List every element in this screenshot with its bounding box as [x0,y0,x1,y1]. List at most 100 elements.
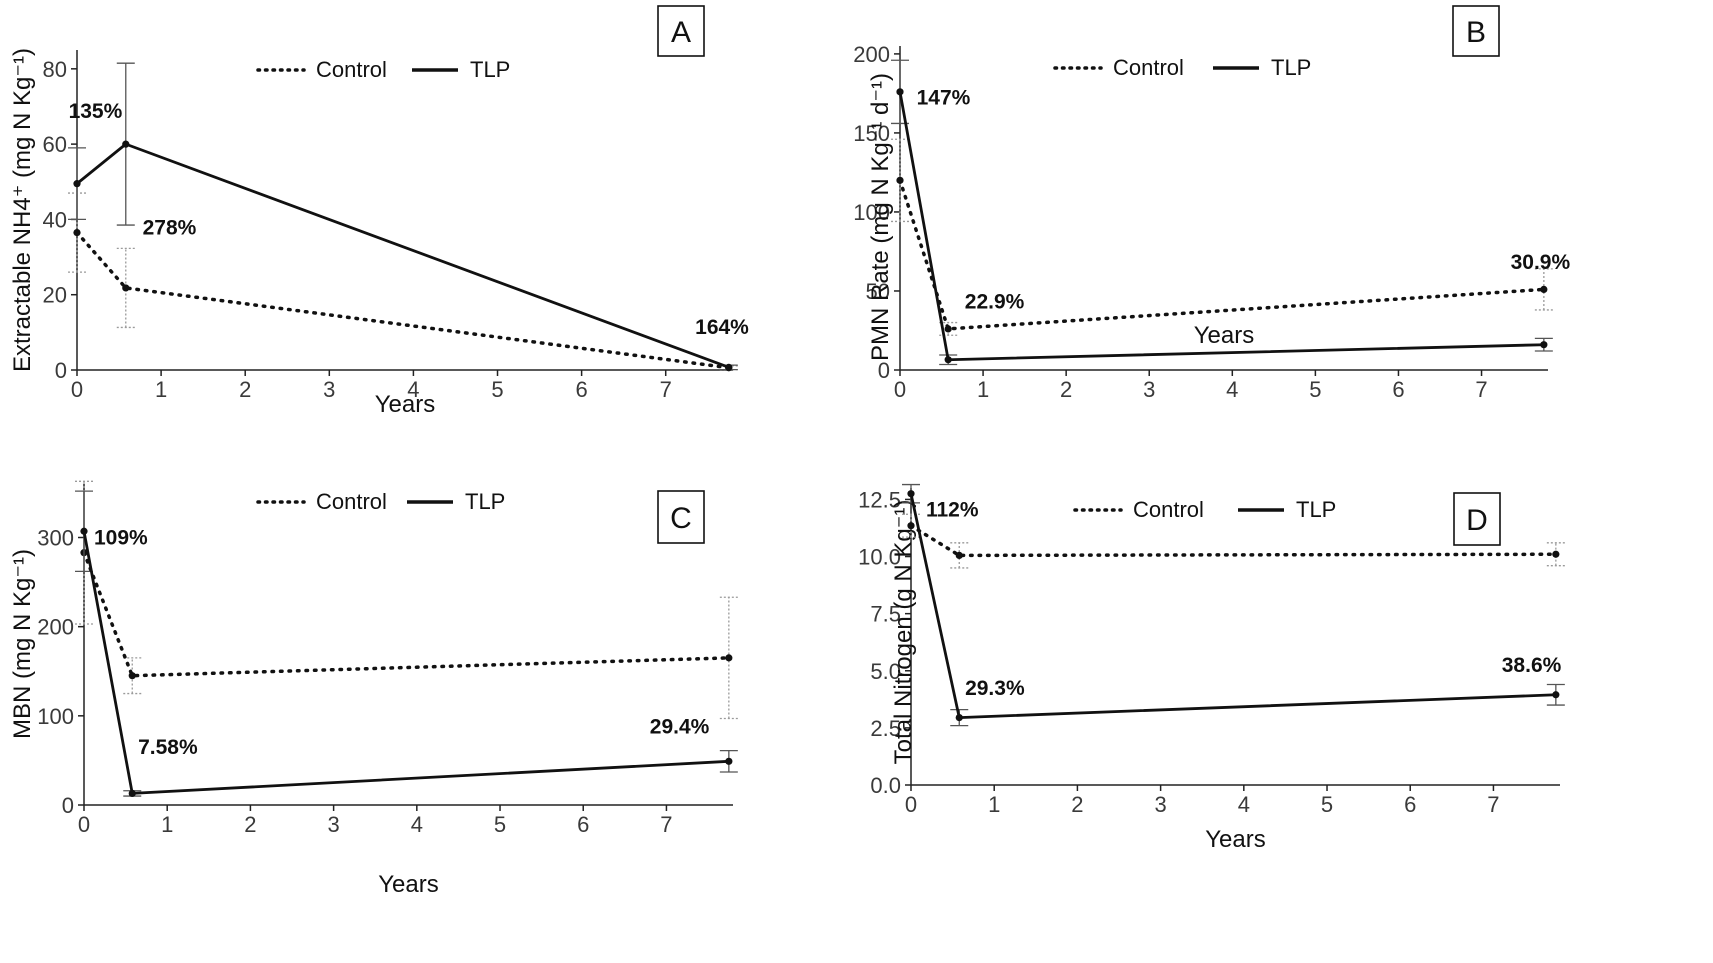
x-tick-label: 7 [660,812,672,837]
data-point-tlp [725,757,733,765]
x-axis-title: Years [375,391,436,418]
percent-annotation: 164% [695,316,749,339]
x-tick-label: 5 [494,812,506,837]
data-point-control [128,672,136,680]
y-axis-title: Extractable NH4⁺ (mg N Kg⁻¹) [9,48,36,372]
x-tick-label: 2 [1071,792,1083,817]
x-tick-label: 1 [988,792,1000,817]
panel-letter-box [1453,492,1501,546]
y-tick-label: 0 [55,358,67,383]
y-tick-label: 12.5 [858,487,901,512]
x-tick-label: 0 [905,792,917,817]
x-tick-label: 1 [977,377,989,402]
y-tick-label: 300 [37,526,74,551]
y-axis-title: MBN (mg N Kg⁻¹) [9,549,36,739]
x-tick-label: 2 [239,377,251,402]
panel-letter-box [1452,5,1500,57]
panel-d: 0.0 2.5 5.0 7.5 10.0 12.5 0 1 2 3 4 5 6 7 Years Total N… [858,482,1713,963]
x-tick-label: 4 [1226,377,1238,402]
x-tick-label: 7 [1475,377,1487,402]
panel-letter: D [1466,504,1488,537]
percent-annotation: 135% [69,100,123,123]
data-point-tlp [955,714,963,722]
x-tick-label: 3 [323,377,335,402]
data-point-control [955,551,963,559]
x-tick-label: 6 [577,812,589,837]
legend-tlp-label: TLP [470,57,510,82]
x-tick-label: 6 [575,377,587,402]
x-tick-label: 3 [1154,792,1166,817]
series-line-tlp [76,142,730,369]
x-tick-label: 4 [411,812,423,837]
data-point-control [944,325,952,333]
x-tick-label: 2 [1060,377,1072,402]
x-tick-label: 4 [407,377,419,402]
percent-annotation: 38.6% [1502,654,1562,677]
data-point-tlp [907,490,915,498]
panel-letter-box [657,5,705,57]
y-tick-label: 10.0 [858,545,901,570]
data-point-control [1540,285,1548,293]
data-point-control [122,284,130,292]
panel-letter: A [671,16,691,49]
y-tick-label: 150 [853,121,890,146]
percent-annotation: 278% [143,216,197,239]
panel-a: 0 20 40 60 80 0 1 2 3 4 5 6 7 Years Extractable NH4⁺ (… [0,0,850,475]
legend-control-label: Control [316,57,387,82]
percent-annotation: 147% [917,86,971,109]
y-tick-label: 100 [37,704,74,729]
y-tick-label: 200 [853,42,890,67]
x-axis-title: Years [1205,826,1266,853]
y-tick-label: 80 [43,57,67,82]
y-tick-label: 0.0 [870,773,901,798]
x-tick-label: 3 [1143,377,1155,402]
x-tick-label: 0 [71,377,83,402]
percent-annotation: 22.9% [965,290,1025,313]
data-point-control [73,228,81,237]
series-line-control [909,523,1558,558]
data-point-tlp [128,789,136,798]
legend-tlp-label: TLP [1296,497,1336,522]
data-point-tlp [1540,341,1548,349]
data-point-tlp [80,527,88,535]
x-tick-label: 1 [155,377,167,402]
y-tick-label: 50 [866,279,890,304]
y-axis-title: PMN Rate (mg N Kg⁻¹ d⁻¹) [867,73,894,361]
series-line-tlp [898,91,1544,362]
chart-d-svg: 0.0 2.5 5.0 7.5 10.0 12.5 0 1 2 3 4 5 6 7 Years Total N… [858,483,1565,853]
y-tick-label: 20 [43,283,67,308]
y-tick-label: 5.0 [870,659,901,684]
legend-tlp-label: TLP [465,489,505,514]
percent-annotation: 109% [94,527,148,550]
series-line-control [75,230,731,370]
data-point-tlp [896,88,904,96]
data-point-control [725,654,733,662]
data-point-tlp [1552,691,1560,699]
x-tick-label: 0 [894,377,906,402]
panel-letter-box [657,490,705,544]
y-tick-label: 40 [43,207,67,232]
data-point-control [907,522,915,530]
y-tick-label: 100 [853,200,890,225]
x-tick-label: 7 [1487,792,1499,817]
percent-annotation: 29.4% [650,716,710,739]
data-point-tlp [122,140,130,148]
percent-annotation: 7.58% [138,736,198,759]
data-point-tlp [725,363,733,371]
chart-b-svg: 0 50 100 150 200 0 1 2 3 4 5 6 7 Years PMN Rate (mg N … [853,5,1571,402]
percent-annotation: 112% [926,499,979,522]
y-tick-label: 2.5 [870,716,901,741]
chart-c-svg: 0 100 200 300 0 1 2 3 4 5 6 7 Years MBN (mg N Kg⁻¹) Co… [9,480,738,898]
legend-control-label: Control [1133,497,1204,522]
y-tick-label: 200 [37,615,74,640]
legend-tlp-label: TLP [1271,55,1311,80]
data-point-tlp [73,180,81,188]
x-tick-label: 2 [244,812,256,837]
percent-annotation: 29.3% [965,677,1025,700]
x-tick-label: 6 [1392,377,1404,402]
x-tick-label: 7 [660,377,672,402]
percent-annotation: 30.9% [1511,251,1571,274]
x-tick-label: 3 [327,812,339,837]
chart-a-svg: 0 20 40 60 80 0 1 2 3 4 5 6 7 Years Extractable NH4⁺ (… [9,5,749,418]
legend-control-label: Control [1113,55,1184,80]
